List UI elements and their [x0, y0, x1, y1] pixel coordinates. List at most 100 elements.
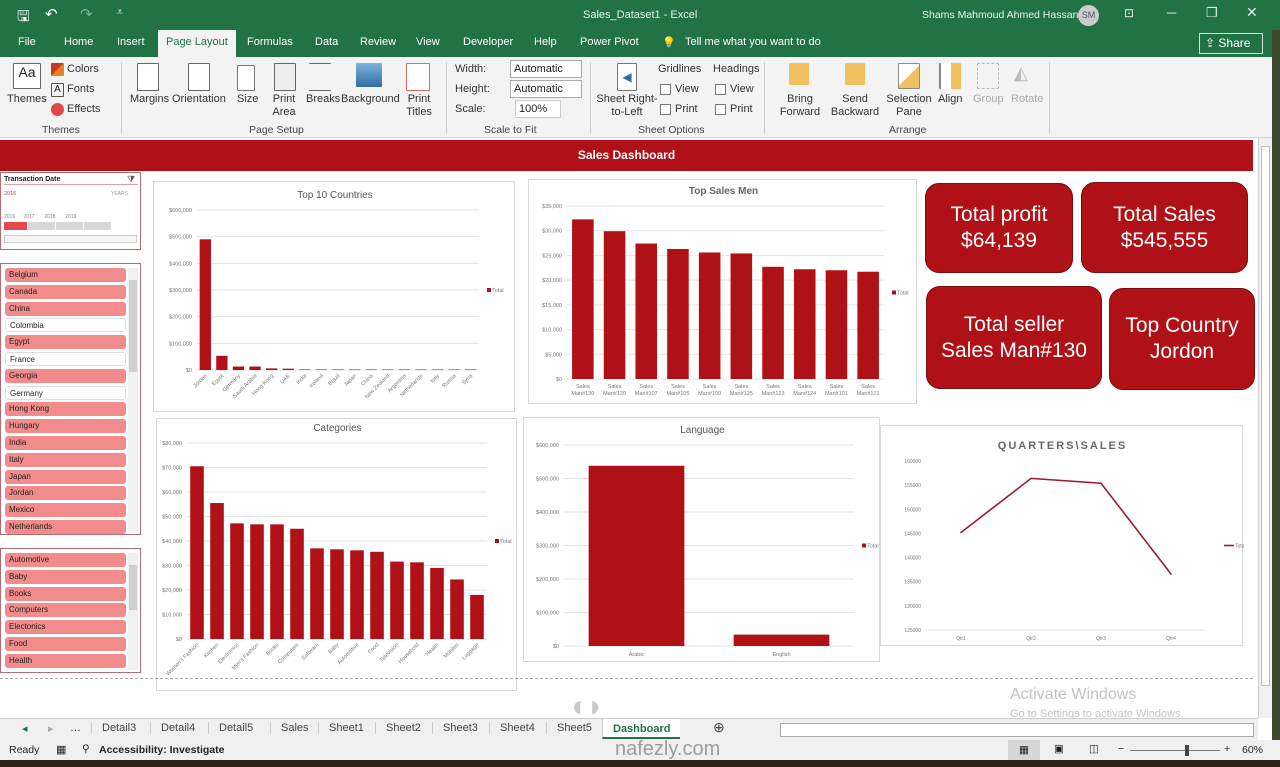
new-sheet-icon[interactable]: ⊕	[713, 719, 725, 735]
rotate-button[interactable]: Rotate	[1011, 93, 1044, 105]
zoom-level[interactable]: 60%	[1242, 744, 1264, 756]
slicer-item[interactable]: Baby	[5, 569, 126, 584]
vertical-scrollbar[interactable]	[1258, 138, 1272, 718]
macro-icon[interactable]: ▦	[56, 744, 67, 756]
page-layout-view-icon[interactable]: ▣	[1054, 743, 1064, 755]
sheet-rtl-button[interactable]: Sheet Right-to-Left	[596, 93, 658, 118]
sheet-tab[interactable]: Sheet5	[546, 722, 602, 734]
sheet-tab[interactable]: Sheet4	[489, 722, 545, 734]
timeline-scrollbar[interactable]	[4, 235, 137, 243]
close-icon[interactable]: ✕	[1246, 4, 1258, 20]
tab-file[interactable]: File	[18, 36, 36, 48]
slicer-item[interactable]: Food	[5, 637, 126, 651]
tell-me-search[interactable]: Tell me what you want to do	[685, 36, 821, 48]
timeline-bar-2018[interactable]	[56, 222, 83, 230]
restore-icon[interactable]: ❐	[1206, 5, 1218, 20]
chart-language[interactable]: Language $0 $100,000 $200,000 $300,000 $400,0…	[523, 417, 880, 662]
tab-insert[interactable]: Insert	[117, 36, 145, 48]
selection-pane-button[interactable]: Selection Pane	[886, 93, 932, 118]
tab-formulas[interactable]: Formulas	[247, 36, 293, 48]
slicer-item[interactable]: Computers	[5, 603, 126, 618]
slicer-item[interactable]: Hungary	[5, 419, 126, 434]
size-button[interactable]: Size	[237, 93, 259, 105]
group-button[interactable]: Group	[973, 93, 1004, 105]
transaction-date-timeline[interactable]: Transaction Date ⧩ 2016 YEARS 2016 2017 …	[0, 172, 141, 250]
sheet-tab[interactable]: Dashboard	[602, 719, 681, 739]
sheet-tab[interactable]: Detail5	[208, 722, 263, 734]
scale-stepper[interactable]: 100%	[515, 100, 561, 118]
themes-button[interactable]: Themes	[7, 93, 47, 105]
sheet-tab[interactable]: Sheet1	[318, 722, 374, 734]
slicer-item[interactable]: France	[5, 352, 126, 366]
zoom-in-icon[interactable]: +	[1224, 743, 1231, 755]
zoom-slider-thumb[interactable]	[1185, 745, 1189, 756]
tab-help[interactable]: Help	[534, 36, 557, 48]
worksheet[interactable]: Sales Dashboard Transaction Date ⧩ 2016 …	[0, 138, 1258, 720]
slicer-item[interactable]: Georgia	[5, 368, 126, 383]
slicer-item[interactable]: Egypt	[5, 335, 126, 350]
bring-forward-button[interactable]: Bring Forward	[779, 93, 821, 118]
sheet-tab[interactable]: Detail3	[91, 722, 146, 734]
accessibility-status[interactable]: Accessibility: Investigate	[99, 744, 225, 756]
print-titles-button[interactable]: Print Titles	[406, 93, 432, 118]
timeline-bar-2017[interactable]	[28, 222, 55, 230]
slicer-item[interactable]: Canada	[5, 284, 126, 299]
slicer-item[interactable]: Colombia	[5, 318, 126, 333]
sheet-tab[interactable]: Detail4	[150, 722, 205, 734]
align-button[interactable]: Align	[938, 93, 963, 105]
tab-home[interactable]: Home	[64, 36, 94, 48]
orientation-button[interactable]: Orientation	[172, 93, 226, 105]
chart-categories[interactable]: Categories $0 $10,000 $20,000 $30,000 $40,000…	[156, 418, 517, 691]
normal-view-icon[interactable]: ▦	[1008, 740, 1040, 760]
tab-data[interactable]: Data	[315, 36, 339, 48]
scroll-tabs-right-icon[interactable]: ▸	[48, 723, 54, 735]
slicer-item[interactable]: Electonics	[5, 620, 126, 635]
height-dropdown[interactable]: Automatic	[510, 80, 582, 98]
slicer-item[interactable]: Books	[5, 586, 126, 601]
tab-view[interactable]: View	[416, 36, 440, 48]
slicer-item[interactable]: Netherlands	[5, 520, 126, 534]
minimize-icon[interactable]: ─	[1167, 5, 1177, 20]
gridlines-print-checkbox[interactable]: Print	[660, 103, 698, 116]
gridlines-view-checkbox[interactable]: View	[660, 83, 699, 96]
ribbon-display-icon[interactable]: ⊡	[1124, 6, 1135, 20]
colors-button[interactable]: Colors	[67, 63, 99, 75]
timeline-bar-2019[interactable]	[84, 222, 111, 230]
chart-top-10-countries[interactable]: Top 10 Countries $0 $100,000 $200,000 $300,0…	[153, 181, 515, 412]
slicer-item[interactable]: Mexico	[5, 503, 126, 518]
slicer-item[interactable]: Italy	[5, 452, 126, 467]
breaks-button[interactable]: Breaks	[306, 93, 341, 105]
tab-page-layout[interactable]: Page Layout	[158, 30, 236, 57]
fonts-button[interactable]: Fonts	[67, 83, 95, 95]
slicer-item[interactable]: Jordan	[5, 486, 126, 501]
background-button[interactable]: Background	[341, 93, 400, 105]
sheet-tab[interactable]: Sales	[270, 722, 319, 734]
slicer-item[interactable]: China	[5, 301, 126, 316]
page-break-view-icon[interactable]: ◫	[1089, 743, 1099, 755]
slicer-scrollbar[interactable]	[128, 553, 138, 670]
tab-power-pivot[interactable]: Power Pivot	[580, 36, 639, 48]
width-dropdown[interactable]: Automatic	[510, 60, 582, 78]
tab-review[interactable]: Review	[360, 36, 397, 48]
redo-icon[interactable]: ↷	[80, 6, 93, 23]
chart-quarters-sales[interactable]: QUARTERS\SALES 125000 130000 135000 140000 14…	[880, 425, 1246, 646]
slicer-item[interactable]: Belgium	[5, 268, 126, 282]
chart-top-sales-men[interactable]: Top Sales Men $0 $5,000 $10,000 $15,000 $20,0…	[528, 179, 917, 404]
slicer-item[interactable]: India	[5, 436, 126, 450]
headings-print-checkbox[interactable]: Print	[715, 103, 753, 116]
horizontal-scrollbar[interactable]	[780, 723, 1254, 737]
undo-icon[interactable]: ↶	[45, 6, 58, 23]
zoom-slider[interactable]	[1130, 750, 1220, 751]
margins-button[interactable]: Margins	[130, 93, 170, 105]
clear-filter-icon[interactable]: ⧩	[127, 174, 136, 184]
send-backward-button[interactable]: Send Backward	[830, 93, 880, 118]
slicer-item[interactable]: Automotive	[5, 553, 126, 567]
scroll-tabs-left-icon[interactable]: ◂	[22, 723, 28, 735]
slicer-scrollbar[interactable]	[128, 268, 138, 532]
timeline-bar-2016-selected[interactable]	[4, 222, 27, 230]
zoom-out-icon[interactable]: −	[1118, 743, 1125, 755]
print-area-button[interactable]: Print Area	[272, 93, 296, 118]
share-button[interactable]: ⇪ Share	[1199, 33, 1263, 54]
more-tabs[interactable]: …	[70, 722, 81, 734]
slicer-item[interactable]: Hong Kong	[5, 402, 126, 417]
